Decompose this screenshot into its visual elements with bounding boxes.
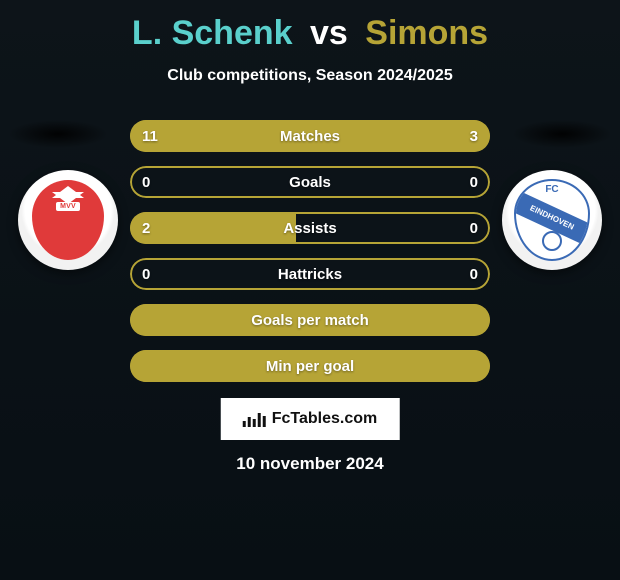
comparison-card: L. Schenk vs Simons Club competitions, S… [0,0,620,580]
brand-suffix: Tables.com [290,410,377,427]
crest-fc-text: FC [516,184,588,195]
stat-value-right: 3 [458,120,490,152]
stat-label: Matches [130,120,490,152]
stat-row: Goals per match [130,304,490,336]
subtitle: Club competitions, Season 2024/2025 [0,67,620,85]
stat-row: Min per goal [130,350,490,382]
badge-circle: FC EINDHOVEN [502,170,602,270]
stat-label: Min per goal [130,350,490,382]
stat-value-right: 0 [458,258,490,290]
left-shadow-ellipse [8,120,108,148]
player1-name: L. Schenk [132,14,293,52]
stat-value-right: 0 [458,166,490,198]
badge-circle: MVV [18,170,118,270]
stat-row: Matches11 3 [130,120,490,152]
crest-sash [514,189,590,251]
stat-label: Assists [130,212,490,244]
stat-label: Goals per match [130,304,490,336]
brand-prefix: Fc [272,410,291,427]
stat-value-left: 0 [130,166,162,198]
mvv-crest: MVV [32,180,104,260]
stat-value-left: 11 [130,120,170,152]
stat-row: Goals0 0 [130,166,490,198]
eindhoven-crest: FC EINDHOVEN [514,179,590,261]
vs-text: vs [310,14,348,52]
stat-row: Assists2 0 [130,212,490,244]
stat-label: Hattricks [130,258,490,290]
date: 10 november 2024 [0,454,620,474]
fctables-watermark: FcTables.com [221,398,400,440]
stat-value-left: 0 [130,258,162,290]
stat-row: Hattricks0 0 [130,258,490,290]
right-shadow-ellipse [512,120,612,148]
player2-name: Simons [365,14,488,52]
title: L. Schenk vs Simons [0,0,620,53]
stat-value-right: 0 [458,212,490,244]
bar-chart-icon [243,411,266,427]
crest-city-text: EINDHOVEN [517,198,586,237]
ball-icon [542,231,562,251]
brand-text: FcTables.com [272,410,378,428]
player1-club-badge: MVV [18,170,118,270]
stat-label: Goals [130,166,490,198]
stat-value-left: 2 [130,212,162,244]
player2-club-badge: FC EINDHOVEN [502,170,602,270]
stat-bars: Matches113Goals00Assists20Hattricks00Goa… [130,120,490,396]
star-icon [52,186,84,198]
crest-text: MVV [56,202,80,211]
